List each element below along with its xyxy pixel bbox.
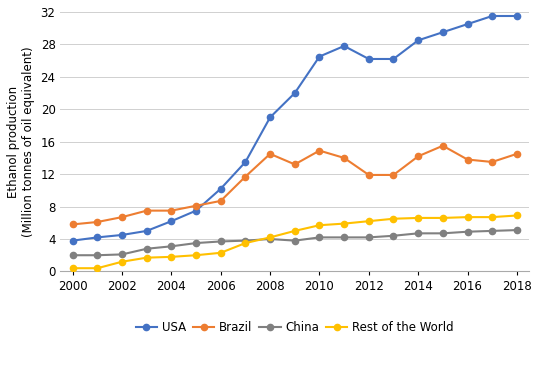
China xyxy=(70,253,76,258)
China xyxy=(316,235,323,240)
Brazil xyxy=(292,162,298,167)
Brazil xyxy=(440,143,446,148)
China xyxy=(489,229,495,233)
USA xyxy=(94,235,100,240)
Brazil xyxy=(316,148,323,153)
Brazil xyxy=(218,199,224,203)
Rest of the World xyxy=(341,221,347,226)
Legend: USA, Brazil, China, Rest of the World: USA, Brazil, China, Rest of the World xyxy=(131,316,458,339)
Rest of the World xyxy=(464,215,471,219)
Brazil xyxy=(193,203,199,208)
Rest of the World xyxy=(316,223,323,228)
China xyxy=(168,244,174,249)
Rest of the World xyxy=(390,216,397,221)
Brazil xyxy=(267,152,273,156)
Rest of the World xyxy=(242,241,248,246)
USA xyxy=(267,115,273,120)
Brazil xyxy=(366,172,372,177)
Brazil xyxy=(514,152,520,156)
USA xyxy=(292,91,298,95)
Brazil xyxy=(119,215,125,219)
USA xyxy=(514,14,520,18)
Line: Rest of the World: Rest of the World xyxy=(70,212,520,271)
China xyxy=(218,239,224,244)
Brazil xyxy=(168,208,174,213)
USA xyxy=(242,160,248,164)
Rest of the World xyxy=(193,253,199,258)
Brazil xyxy=(390,172,397,177)
Brazil xyxy=(144,208,150,213)
Rest of the World xyxy=(489,215,495,219)
Line: USA: USA xyxy=(70,13,520,244)
Line: China: China xyxy=(70,227,520,258)
Rest of the World xyxy=(119,259,125,264)
Rest of the World xyxy=(144,255,150,260)
USA xyxy=(168,219,174,224)
Rest of the World xyxy=(94,266,100,271)
Brazil xyxy=(415,154,421,159)
USA xyxy=(366,57,372,61)
Rest of the World xyxy=(514,213,520,218)
Rest of the World xyxy=(415,215,421,220)
Rest of the World xyxy=(292,229,298,233)
USA xyxy=(70,238,76,243)
Rest of the World xyxy=(168,255,174,259)
China xyxy=(119,252,125,257)
Rest of the World xyxy=(440,215,446,220)
Brazil xyxy=(70,222,76,227)
USA xyxy=(218,187,224,191)
Rest of the World xyxy=(70,266,76,271)
Line: Brazil: Brazil xyxy=(70,143,520,228)
China xyxy=(267,237,273,241)
USA xyxy=(193,208,199,213)
China xyxy=(341,235,347,240)
China xyxy=(366,235,372,240)
China xyxy=(415,231,421,236)
USA xyxy=(144,229,150,233)
Brazil xyxy=(464,157,471,162)
USA xyxy=(440,30,446,34)
USA xyxy=(119,233,125,237)
Y-axis label: Ethanol production
(Million tonnes of oil equivalent): Ethanol production (Million tonnes of oi… xyxy=(7,47,35,237)
USA xyxy=(341,44,347,48)
Brazil xyxy=(341,156,347,160)
Rest of the World xyxy=(267,235,273,240)
USA xyxy=(415,38,421,43)
Brazil xyxy=(242,174,248,179)
China xyxy=(193,241,199,246)
USA xyxy=(489,14,495,18)
China xyxy=(94,253,100,258)
China xyxy=(390,233,397,238)
China xyxy=(292,238,298,243)
USA xyxy=(464,22,471,27)
China xyxy=(242,238,248,243)
Rest of the World xyxy=(218,251,224,255)
USA xyxy=(316,54,323,59)
China xyxy=(440,231,446,236)
Brazil xyxy=(94,220,100,224)
China xyxy=(144,246,150,251)
China xyxy=(464,230,471,234)
China xyxy=(514,228,520,232)
Brazil xyxy=(489,160,495,164)
Rest of the World xyxy=(366,219,372,224)
USA xyxy=(390,57,397,61)
